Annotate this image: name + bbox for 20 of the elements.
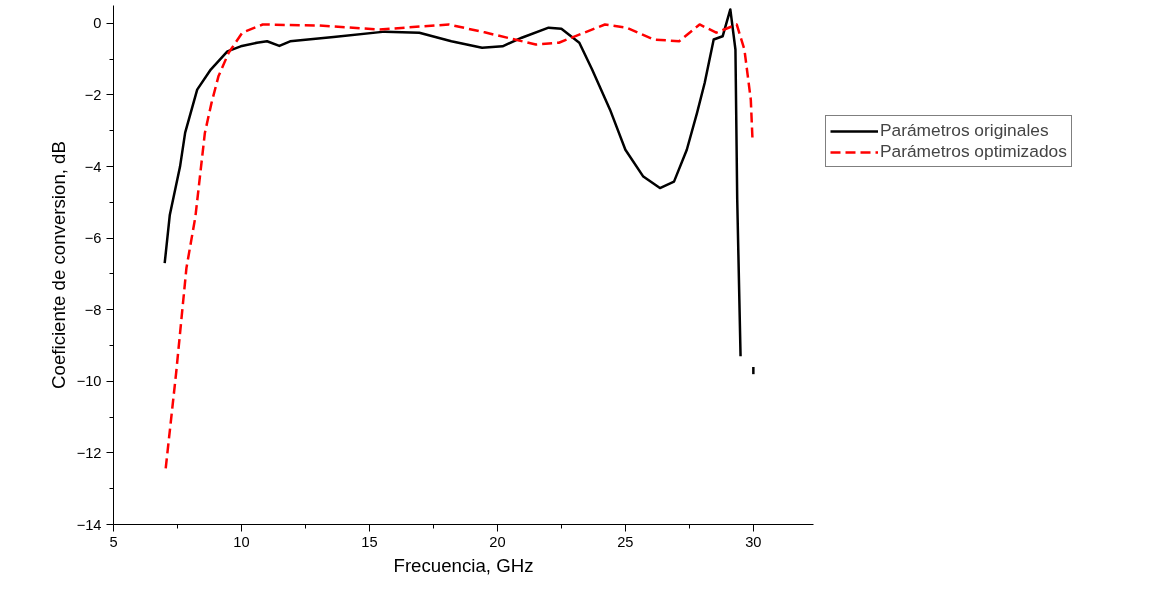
y-tick-label: −4 bbox=[84, 158, 102, 175]
y-tick-label: −12 bbox=[76, 444, 102, 461]
x-tick-label: 25 bbox=[617, 533, 634, 550]
x-tick-label: 30 bbox=[745, 533, 762, 550]
x-axis-title: Frecuencia, GHz bbox=[393, 554, 534, 576]
y-tick-label: 0 bbox=[93, 15, 102, 32]
legend-label: Parámetros optimizados bbox=[880, 141, 1067, 162]
legend-label: Parámetros originales bbox=[880, 120, 1049, 141]
y-tick-label: −14 bbox=[76, 516, 102, 533]
y-tick-label: −2 bbox=[84, 86, 102, 103]
line-series bbox=[163, 8, 742, 358]
y-axis-title: Coeficiente de conversion, dB bbox=[47, 141, 69, 389]
y-tick-label: −10 bbox=[76, 373, 102, 390]
y-tick-label: −8 bbox=[84, 301, 102, 318]
x-tick-label: 10 bbox=[233, 533, 250, 550]
y-tick-label: −6 bbox=[84, 230, 102, 247]
line-series bbox=[164, 23, 754, 470]
x-tick-label: 5 bbox=[109, 533, 118, 550]
x-tick-label: 20 bbox=[489, 533, 506, 550]
x-tick-label: 15 bbox=[361, 533, 378, 550]
